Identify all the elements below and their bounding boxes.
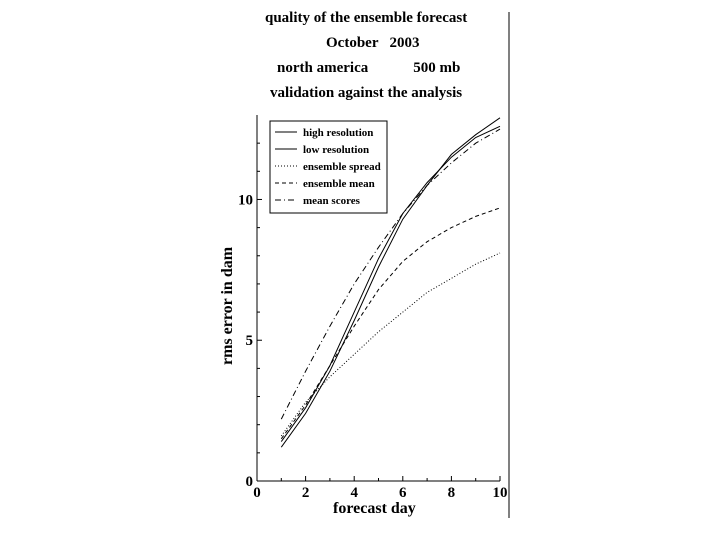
legend-label: low resolution bbox=[303, 144, 369, 156]
x-tick-label: 2 bbox=[302, 485, 310, 501]
x-tick-label: 0 bbox=[253, 485, 261, 501]
legend-label: mean scores bbox=[303, 195, 361, 207]
chart-title-line-3: north america 500 mb bbox=[277, 60, 461, 76]
chart-title-line-2: October 2003 bbox=[326, 35, 420, 51]
y-tick-label: 5 bbox=[246, 333, 254, 349]
x-tick-label: 8 bbox=[448, 485, 456, 501]
axes: 0 2 4 6 8 10 0 5 10 bbox=[238, 12, 510, 518]
chart-title-line-1: quality of the ensemble forecast bbox=[265, 10, 468, 26]
legend-box bbox=[269, 120, 388, 214]
x-tick-label: 6 bbox=[399, 485, 407, 501]
legend-label: ensemble mean bbox=[303, 178, 375, 190]
series-line-high-resolution bbox=[280, 117, 501, 448]
series-line-low-resolution bbox=[280, 125, 501, 442]
legend-label: ensemble spread bbox=[303, 161, 381, 173]
x-tick-label: 4 bbox=[350, 485, 358, 501]
y-tick-label: 0 bbox=[246, 474, 254, 490]
legend: high resolution low resolution ensemble sp… bbox=[269, 120, 388, 214]
chart-title-line-4: validation against the analysis bbox=[270, 85, 463, 101]
series-line-mean-scores bbox=[280, 128, 501, 420]
x-tick-label: 10 bbox=[493, 485, 508, 501]
y-axis-label: rms error in dam bbox=[219, 246, 236, 365]
legend-label: high resolution bbox=[303, 127, 373, 139]
y-tick-label: 10 bbox=[238, 192, 253, 208]
series-lines bbox=[280, 117, 501, 448]
x-axis-label: forecast day bbox=[333, 500, 416, 517]
series-line-ensemble-spread bbox=[280, 252, 501, 437]
series-line-ensemble-mean bbox=[280, 207, 501, 440]
